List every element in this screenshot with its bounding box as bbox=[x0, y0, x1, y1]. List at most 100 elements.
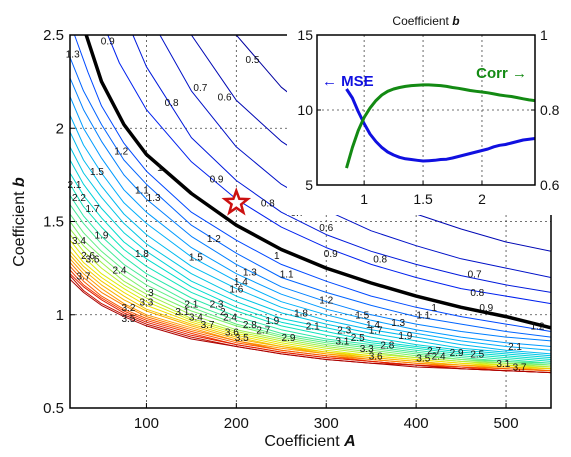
contour-level-label: 1.2 bbox=[114, 146, 128, 157]
contour-level-label: 0.9 bbox=[101, 36, 115, 47]
contour-level-label: 0.9 bbox=[479, 303, 493, 314]
contour-level-label: 3.5 bbox=[121, 314, 135, 325]
contour-level-label: 0.8 bbox=[373, 255, 387, 266]
star-marker bbox=[221, 187, 252, 216]
contour-level-label: 0.9 bbox=[324, 249, 338, 260]
contour-level-label: 1.1 bbox=[416, 310, 430, 321]
contour-level-label: 1.2 bbox=[207, 234, 221, 245]
contour-level-label: 0.8 bbox=[261, 199, 275, 210]
contour-level-label: 2.6 bbox=[81, 251, 95, 262]
contour-level-label: 2.5 bbox=[351, 333, 365, 344]
contour-level-label: 3.6 bbox=[225, 327, 239, 338]
contour-level-label: 2.4 bbox=[112, 266, 126, 277]
contour-level-label: 1.9 bbox=[398, 331, 412, 342]
contour-level-label: 1.8 bbox=[294, 309, 308, 320]
contour-level-label: 2.9 bbox=[450, 348, 464, 359]
contour-level-label: 2.1 bbox=[184, 299, 198, 310]
contour-level-label: 2.8 bbox=[243, 320, 257, 331]
contour-level-label: 1 bbox=[274, 251, 280, 262]
inset-series-line-mse bbox=[345, 88, 535, 163]
contour-level-label: 3.6 bbox=[86, 255, 100, 266]
contour-level-label: 2.3 bbox=[337, 325, 351, 336]
contour-labels: 0.50.60.60.70.70.70.80.80.80.80.90.90.90… bbox=[66, 36, 545, 373]
main-y-axis-label: Coefficient b bbox=[11, 177, 28, 267]
contour-level-label: 1.3 bbox=[391, 318, 405, 329]
main-y-axis-label-text: Coefficient bbox=[11, 191, 28, 267]
contour-level-label: 0.6 bbox=[218, 92, 232, 103]
main-y-tick-label: 2.5 bbox=[43, 27, 64, 44]
contour-level-label: 1.3 bbox=[243, 268, 257, 279]
contour-level-label: 2.4 bbox=[223, 312, 237, 323]
contour-line bbox=[107, 35, 551, 305]
contour-level-label: 1.1 bbox=[135, 186, 149, 197]
inset-right-tick-label: 0.6 bbox=[540, 177, 560, 193]
contour-level-label: 1.5 bbox=[189, 253, 203, 264]
inset-title-text: Coefficient bbox=[392, 14, 449, 28]
contour-level-label: 2.5 bbox=[470, 350, 484, 361]
contour-level-label: 1.5 bbox=[355, 310, 369, 321]
contour-level-label: 2.7 bbox=[256, 325, 270, 336]
contour-level-label: 0.7 bbox=[193, 83, 207, 94]
contour-level-label: 0.5 bbox=[246, 55, 260, 66]
contour-level-label: 1 bbox=[157, 163, 163, 174]
contour-level-label: 3.4 bbox=[189, 312, 203, 323]
contour-line bbox=[70, 77, 551, 342]
contour-line-highlighted bbox=[84, 35, 551, 330]
contour-line bbox=[70, 258, 551, 372]
contour-level-label: 1.1 bbox=[280, 269, 294, 280]
contour-level-label: 1.7 bbox=[86, 204, 100, 215]
inset-x-axis-ticks: 1 1.5 2 bbox=[360, 181, 486, 207]
contour-level-label: 0.8 bbox=[470, 288, 484, 299]
contour-level-label: 2.1 bbox=[508, 342, 522, 353]
main-x-axis-ticks: 100 200 300 400 500 bbox=[134, 403, 519, 432]
contour-level-label: 3.1 bbox=[496, 359, 510, 370]
contour-line bbox=[70, 245, 551, 370]
contour-level-label: 3.7 bbox=[201, 320, 215, 331]
contour-level-label: 1.4 bbox=[366, 320, 380, 331]
contour-line bbox=[70, 96, 551, 347]
contour-level-label: 3.4 bbox=[72, 236, 86, 247]
contour-level-label: 1.4 bbox=[234, 277, 248, 288]
contour-line bbox=[74, 35, 551, 332]
inset-left-y-axis-ticks: 5 10 15 bbox=[297, 27, 321, 193]
main-x-tick-label: 100 bbox=[134, 415, 159, 432]
contour-line bbox=[70, 278, 551, 374]
contour-line bbox=[159, 35, 551, 278]
inset-left-tick-label: 10 bbox=[297, 102, 313, 118]
contour-level-label: 3.5 bbox=[416, 353, 430, 364]
contour-level-label: 3.2 bbox=[121, 303, 135, 314]
contour-level-label: 2.1 bbox=[306, 322, 320, 333]
contour-level-label: 3.1 bbox=[175, 307, 189, 318]
contour-level-label: 2.9 bbox=[282, 333, 296, 344]
contour-line bbox=[70, 131, 551, 355]
inset-title-var: b bbox=[452, 14, 459, 28]
contour-level-label: 0.7 bbox=[468, 269, 482, 280]
contour-level-label: 1.2 bbox=[531, 322, 545, 333]
inset-x-tick-label: 2 bbox=[478, 191, 486, 207]
inset-left-tick-label: 15 bbox=[297, 27, 313, 43]
contour-lines bbox=[70, 35, 551, 374]
contour-line bbox=[70, 195, 551, 364]
contour-level-label: 2.2 bbox=[72, 193, 86, 204]
contour-line bbox=[70, 57, 551, 338]
main-x-tick-label: 300 bbox=[314, 415, 339, 432]
main-x-axis-label: Coefficient A bbox=[264, 433, 355, 450]
inset-series-line-corr bbox=[345, 83, 535, 169]
contour-level-label: 1.9 bbox=[265, 316, 279, 327]
contour-level-label: 1.8 bbox=[135, 249, 149, 260]
inset-right-tick-label: 0.8 bbox=[540, 102, 560, 118]
main-y-tick-label: 0.5 bbox=[43, 400, 64, 417]
main-y-axis-label-var: b bbox=[11, 177, 28, 187]
contour-level-label: 1.7 bbox=[369, 325, 383, 336]
contour-line bbox=[70, 159, 551, 359]
contour-level-label: 3 bbox=[148, 288, 154, 299]
contour-level-label: 1.2 bbox=[319, 296, 333, 307]
contour-level-label: 3.7 bbox=[77, 271, 91, 282]
contour-line bbox=[132, 35, 551, 293]
contour-level-label: 3.7 bbox=[513, 363, 527, 374]
contour-level-label: 1.6 bbox=[229, 284, 243, 295]
contour-level-label: 1.5 bbox=[90, 167, 104, 178]
best-point-star-marker bbox=[221, 187, 252, 216]
